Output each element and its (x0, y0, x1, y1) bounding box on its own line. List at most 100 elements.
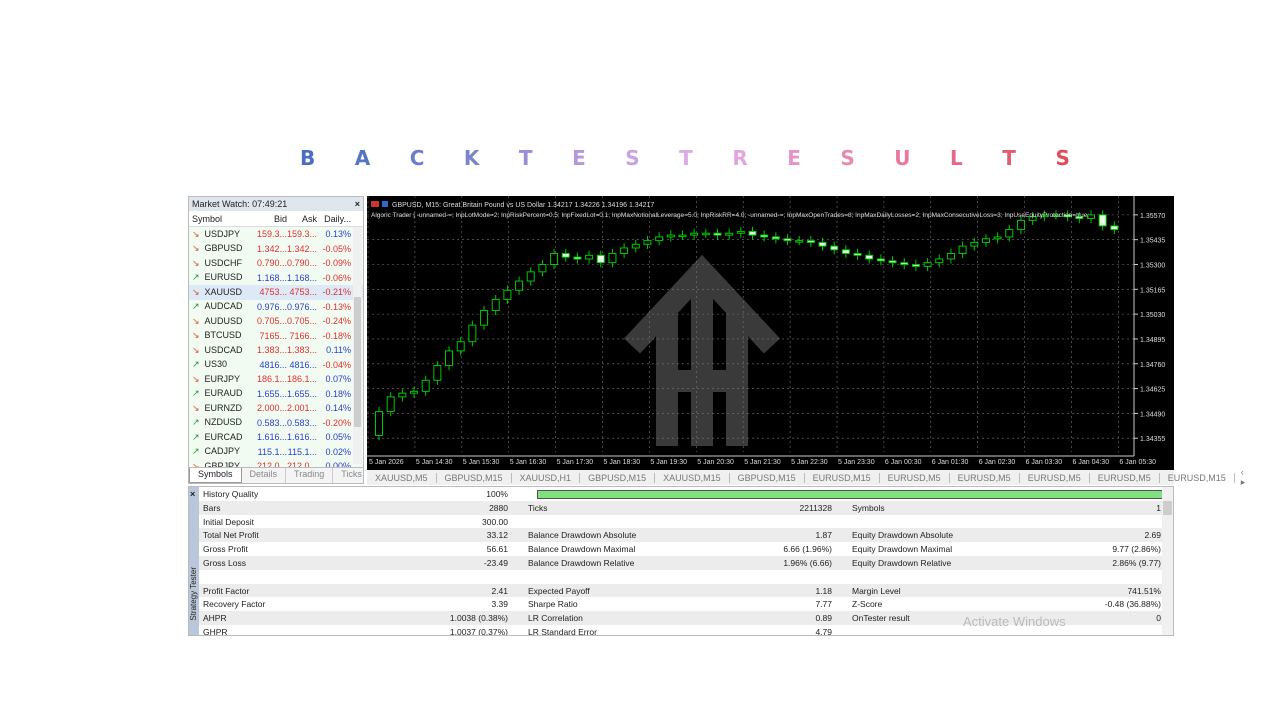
stat-value: 33.12 (486, 530, 508, 541)
symbol-row[interactable]: ↗ EURCAD 1.616... 1.616... 0.05% (189, 430, 363, 445)
arrow-up-icon: ↗ (192, 417, 200, 428)
symbol-row[interactable]: ↗ NZDUSD 0.583... 0.583... -0.20% (189, 415, 363, 430)
symbol-row[interactable]: ↘ EURNZD 2.000... 2.001... 0.14% (189, 401, 363, 416)
bid-value: 1.383... (257, 345, 288, 356)
symbol-row[interactable]: ↘ USDCAD 1.383... 1.383... 0.11% (189, 343, 363, 358)
symbol-name: AUDUSD (204, 315, 243, 326)
tab-symbols[interactable]: Symbols (189, 468, 242, 483)
symbol-cell: ↘ EURNZD (189, 403, 257, 414)
candle (678, 230, 687, 240)
symbol-name: EURUSD (204, 272, 243, 283)
chart-tab[interactable]: EURUSD,M15 (1160, 472, 1235, 483)
chart-tab[interactable]: EURUSD,M5 (880, 472, 950, 483)
title-letter: T (1002, 146, 1016, 170)
arrow-down-icon: ↘ (192, 460, 200, 471)
symbol-row[interactable]: ↗ US30 4816... 4816... -0.04% (189, 357, 363, 372)
candle (375, 406, 383, 441)
candle (480, 305, 489, 330)
candle (865, 250, 874, 264)
time-label: 5 Jan 2026 (369, 459, 404, 466)
activate-windows-watermark: Activate Windows (963, 614, 1066, 629)
symbol-row[interactable]: ↘ BTCUSD 7165... 7166... -0.18% (189, 328, 363, 343)
symbol-row[interactable]: ↘ USDCHF 0.790... 0.790... -0.09% (189, 256, 363, 271)
symbol-row[interactable]: ↘ EURJPY 186.1... 186.1... 0.07% (189, 372, 363, 387)
close-icon[interactable]: × (190, 489, 196, 499)
scrollbar-thumb[interactable] (1163, 501, 1172, 515)
bid-value: 212.0... (257, 461, 287, 471)
chart-tab[interactable]: XAUUSD,M5 (367, 472, 437, 483)
price-label: 1.34895 (1140, 337, 1165, 344)
stat-value: -23.49 (483, 558, 508, 568)
tab-trading[interactable]: Trading (286, 468, 334, 483)
candle (760, 230, 769, 242)
symbol-row[interactable]: ↗ EURAUD 1.655... 1.655... 0.18% (189, 386, 363, 401)
symbol-name: XAUUSD (204, 286, 243, 297)
stat-label: Ticks (528, 502, 548, 513)
tabs-next-icon[interactable]: ‹ ▸ (1240, 467, 1246, 487)
bid-value: 0.790... (257, 258, 288, 269)
stat-label: Profit Factor (203, 585, 250, 596)
symbol-row[interactable]: ↗ AUDCAD 0.976... 0.976... -0.13% (189, 299, 363, 314)
chart-tab[interactable]: EURUSD,M15 (805, 472, 880, 483)
col-bid[interactable]: Bid (273, 213, 287, 224)
chart-tab[interactable]: XAUUSD,M15 (655, 472, 730, 483)
daily-change: -0.09% (322, 258, 351, 269)
candle (841, 245, 850, 259)
candle (421, 375, 430, 396)
tab-ticks[interactable]: Ticks (333, 468, 363, 483)
close-icon[interactable]: × (354, 199, 360, 209)
stat-value: -0.48 (36.88%) (1104, 599, 1161, 610)
symbol-row[interactable]: ↘ USDJPY 159.3... 159.3... 0.13% (189, 227, 363, 242)
time-label: 6 Jan 01:30 (932, 459, 969, 466)
price-label: 1.35435 (1140, 238, 1165, 245)
daily-change: -0.13% (322, 301, 351, 312)
ask-value: 0.790... (287, 258, 318, 269)
symbol-row[interactable]: ↘ AUDUSD 0.705... 0.705... -0.24% (189, 314, 363, 329)
chart-icon (371, 201, 379, 207)
stat-label: Equity Drawdown Maximal (852, 544, 953, 555)
chart-tab[interactable]: GBPUSD,M15 (730, 472, 805, 483)
ask-value: 1.616... (287, 432, 318, 443)
stat-value: 4.79 (815, 627, 832, 636)
arrow-down-icon: ↘ (192, 286, 200, 297)
arrow-down-icon: ↘ (192, 243, 200, 254)
chart-tab[interactable]: EURUSD,M5 (950, 472, 1020, 483)
daily-change: 0.11% (326, 345, 351, 356)
stat-row: Profit Factor 2.41 Expected Payoff 1.18 Marg… (199, 583, 1163, 598)
market-watch-columns: Symbol Bid Ask Daily... (189, 211, 363, 227)
candle (445, 346, 454, 371)
time-label: 6 Jan 03:30 (1026, 459, 1063, 466)
chart-tab[interactable]: XAUUSD,H1 (512, 472, 581, 483)
daily-change: 0.05% (325, 432, 351, 443)
symbol-name: EURJPY (204, 373, 241, 384)
symbol-row[interactable]: ↘ XAUUSD 4753... 4753... -0.21% (189, 285, 363, 300)
chart-tabs: XAUUSD,M5 GBPUSD,M15 XAUUSD,H1 GBPUSD,M15 XA… (367, 467, 1245, 487)
symbol-row[interactable]: ↘ GBPUSD 1.342... 1.342... -0.05% (189, 241, 363, 256)
chart-tab[interactable]: GBPUSD,M15 (580, 472, 656, 483)
market-watch-scrollbar[interactable] (353, 227, 362, 464)
chart-tab[interactable]: EURUSD,M5 (1020, 472, 1090, 483)
col-daily[interactable]: Daily... (324, 213, 351, 224)
stat-value: 1.0037 (0.37%) (449, 627, 508, 636)
price-chart[interactable]: 1.35570 1.35435 1.35300 1.35165 1.35030 1.348… (367, 196, 1174, 470)
symbol-row[interactable]: ↗ CADJPY 115.1... 115.1... 0.02% (189, 444, 363, 459)
stat-label: Total Net Profit (203, 530, 259, 541)
scrollbar-thumb[interactable] (354, 297, 361, 427)
chart-tab[interactable]: GBPUSD,M15 (437, 472, 512, 483)
tester-scrollbar[interactable] (1162, 487, 1173, 635)
candle (1110, 221, 1119, 235)
arrow-down-icon: ↘ (192, 330, 200, 341)
col-ask[interactable]: Ask (301, 213, 317, 224)
col-symbol[interactable]: Symbol (192, 213, 223, 224)
stat-value: 741.51% (1127, 585, 1161, 596)
title-letter: C (409, 146, 425, 170)
chart-tab[interactable]: EURUSD,M5 (1090, 472, 1160, 483)
symbol-row[interactable]: ↗ EURUSD 1.168... 1.168... -0.06% (189, 270, 363, 285)
candle (1016, 215, 1025, 235)
candle (596, 250, 605, 268)
tab-details[interactable]: Details (242, 468, 287, 483)
candle (830, 241, 839, 255)
candle (888, 256, 897, 268)
symbol-cell: ↘ BTCUSD (189, 330, 257, 341)
candle (958, 241, 967, 259)
